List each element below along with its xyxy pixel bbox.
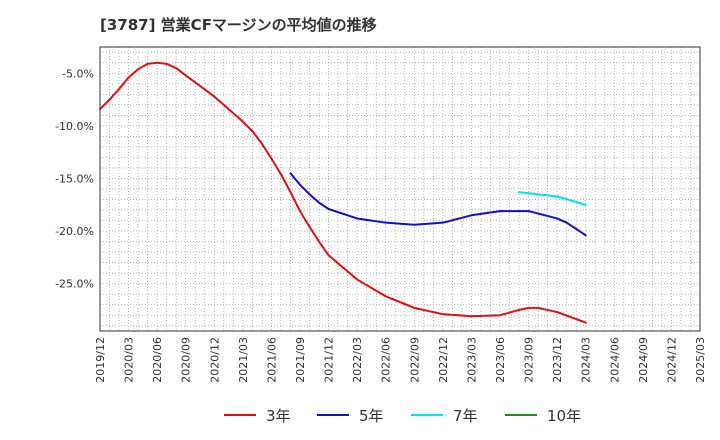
plot-border [99,46,701,332]
legend-swatch [224,414,256,416]
data-point [527,210,530,212]
data-point [518,191,520,194]
data-point [556,195,559,198]
x-tick-label: 2021/12 [323,337,336,383]
line-chart: -5.0% -10.0% -15.0% -20.0% -25.0% 2019/12 2020… [55,46,707,383]
x-tick-label: 2020/03 [123,337,136,383]
legend-label: 7年 [453,406,478,425]
data-point [146,62,149,65]
legend-swatch [411,414,443,416]
x-tick-label: 2024/09 [637,337,650,383]
y-tick-label: -15.0% [55,172,94,185]
data-point [470,214,473,217]
legend-item: 5年 [317,402,384,428]
data-point [537,306,539,309]
series-line-1 [289,172,587,237]
data-point [327,208,330,210]
x-tick-label: 2024/06 [608,337,621,383]
data-point [299,183,301,186]
data-point [413,223,416,226]
x-tick-label: 2024/12 [665,337,678,383]
data-point [584,321,587,324]
data-point [156,61,159,64]
x-tick-label: 2022/03 [351,337,364,383]
data-point [175,67,178,69]
y-tick-label: -10.0% [55,120,94,133]
x-tick-label: 2022/12 [437,337,450,383]
x-tick-label: 2023/09 [523,337,536,383]
chart-legend: 3年 5年 7年 10年 [0,402,720,428]
x-tick-label: 2025/03 [694,337,707,383]
x-tick-label: 2023/03 [465,337,478,383]
y-tick-label: -25.0% [55,278,94,291]
x-tick-label: 2019/12 [94,337,107,383]
data-point [270,157,273,160]
data-point [280,173,282,176]
data-point [584,234,587,237]
data-point [241,120,244,123]
legend-label: 5年 [359,406,384,425]
legend-label: 10年 [547,406,582,425]
data-point [308,225,311,228]
data-point [384,295,387,298]
data-point [118,88,120,90]
legend-swatch [317,414,349,416]
data-point [518,309,520,311]
data-point [441,221,444,224]
legend-swatch [505,414,537,416]
data-point [289,172,292,175]
data-point [584,203,587,206]
data-point [99,108,101,110]
data-point [289,191,292,194]
x-tick-label: 2022/06 [380,337,393,383]
data-point [327,254,330,257]
data-point [575,228,578,230]
series-line-2 [518,191,587,206]
x-tick-label: 2024/03 [580,337,593,383]
data-point [308,193,311,196]
data-point [470,315,473,318]
data-point [527,192,530,195]
data-point [137,68,140,70]
legend-label: 3年 [266,406,291,425]
y-tick-label: -20.0% [55,225,94,238]
x-tick-label: 2022/09 [408,337,421,383]
x-tick-label: 2021/03 [237,337,250,383]
legend-item: 7年 [411,402,478,428]
data-point [184,74,187,77]
chart-title: [3787] 営業CFマージンの平均値の推移 [100,16,377,34]
legend-item: 3年 [224,402,291,428]
data-point [318,201,320,204]
data-point [318,240,320,243]
data-point [499,314,501,317]
x-tick-label: 2021/09 [294,337,307,383]
data-point [527,306,530,309]
x-tick-label: 2023/06 [494,337,507,383]
data-point [499,210,501,212]
data-point [565,221,568,224]
data-point [127,76,130,79]
data-point [108,98,111,101]
data-point [213,95,216,98]
x-tick-label: 2021/06 [265,337,278,383]
data-point [556,217,559,220]
x-tick-label: 2020/09 [180,337,193,383]
legend-item: 10年 [505,402,581,428]
data-point [441,313,444,316]
data-point [413,306,416,309]
data-point [251,130,254,133]
data-point [356,217,359,220]
data-point [299,210,301,212]
y-tick-label: -5.0% [62,67,94,80]
data-point [556,311,559,313]
x-tick-label: 2023/12 [551,337,564,383]
data-point [165,62,168,65]
data-point [356,278,359,281]
series-line-0 [99,61,587,324]
data-point [384,221,387,224]
x-tick-label: 2020/06 [151,337,164,383]
data-point [261,142,263,145]
x-tick-label: 2020/12 [208,337,221,383]
